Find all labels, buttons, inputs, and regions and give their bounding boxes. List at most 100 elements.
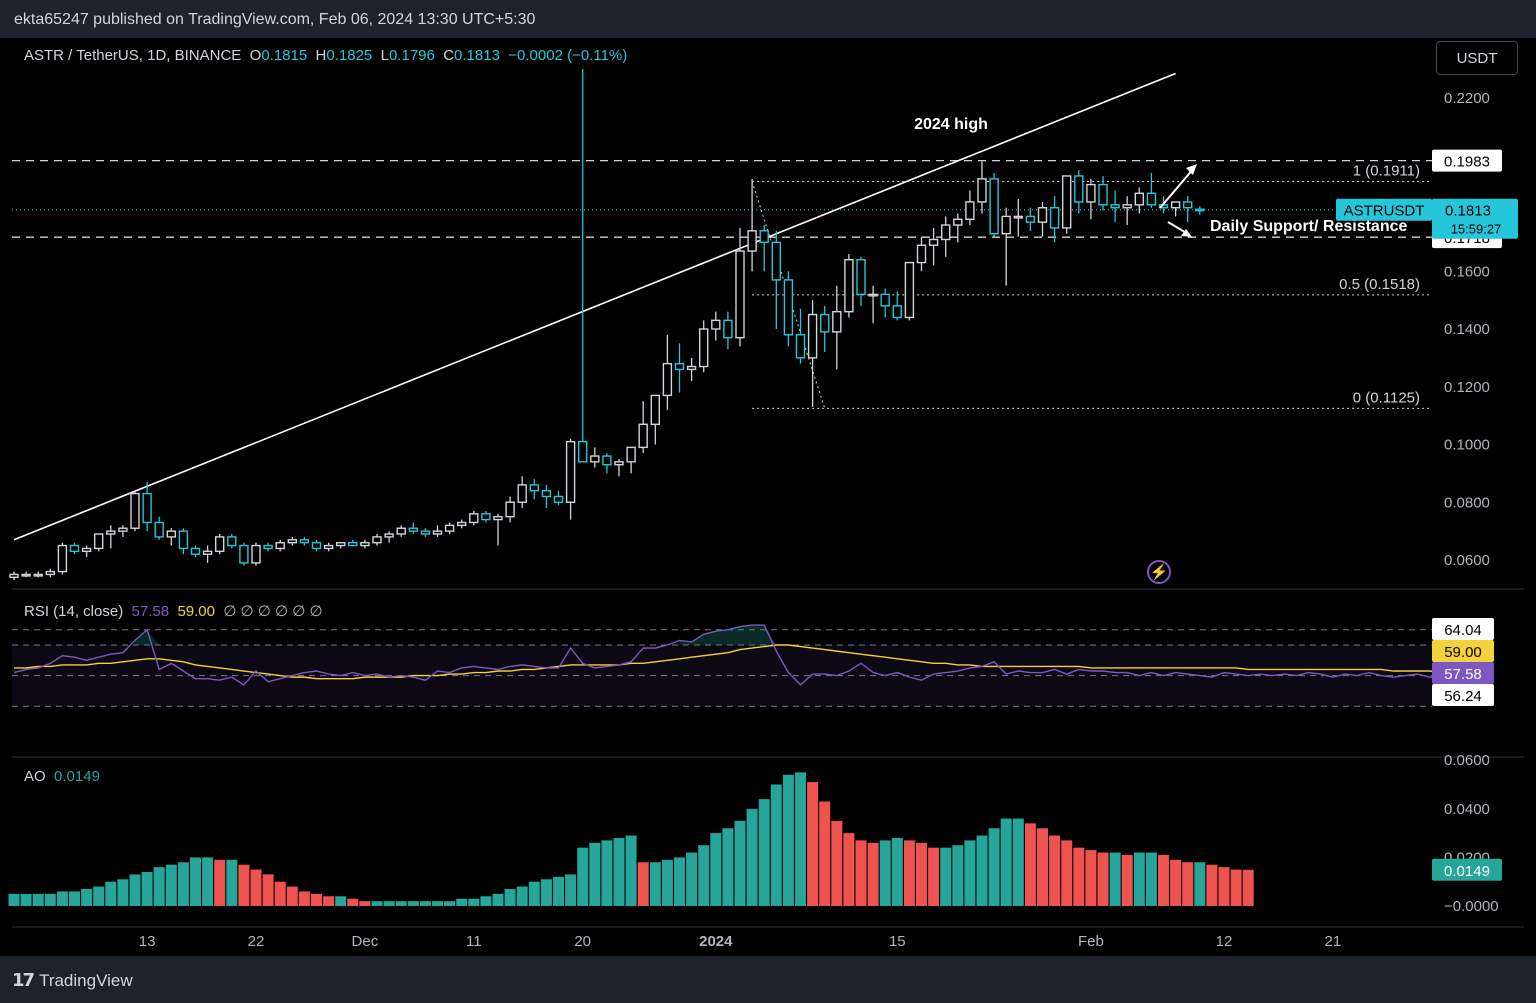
candle-body (989, 178, 999, 235)
ao-bar (419, 901, 431, 906)
candle-body (590, 455, 600, 463)
candle-body (1110, 204, 1120, 209)
ao-bar (782, 774, 794, 906)
candle-body (311, 541, 322, 550)
ao-bar (298, 891, 310, 906)
candle-body (323, 544, 334, 550)
rsi-value-tag (1432, 640, 1494, 662)
candle-body (9, 573, 19, 579)
ao-bar (577, 847, 589, 906)
ao-bar (226, 859, 238, 906)
ao-bar (625, 835, 637, 906)
candle-body (856, 259, 866, 296)
ao-bar (540, 879, 552, 906)
candle-body (1195, 208, 1205, 212)
ao-bar (177, 862, 189, 906)
ao-bar (940, 847, 952, 906)
candle-body (360, 541, 370, 547)
candle-body (106, 530, 116, 535)
ao-bar (867, 842, 879, 906)
ao-bar (661, 859, 673, 906)
ao-bar (153, 867, 165, 906)
candle-body (481, 513, 491, 521)
candle-body (33, 573, 43, 577)
rsi-value-tag (1432, 684, 1494, 706)
rsi-empty-values: ∅ ∅ ∅ ∅ ∅ ∅ (223, 603, 323, 620)
candle-body (469, 513, 479, 524)
ao-bar (371, 901, 383, 906)
ao-bar (165, 864, 177, 906)
ao-bar (1037, 828, 1048, 906)
ao-bar (129, 874, 141, 906)
fib-level-label: 1 (0.1911) (1353, 162, 1420, 179)
ao-bar (1206, 864, 1218, 906)
candle-body (747, 230, 757, 252)
candle-body (807, 313, 818, 359)
ao-bar (964, 840, 976, 906)
candle-body (1086, 183, 1096, 203)
arrow-up-head (1186, 164, 1197, 175)
candle-body (21, 573, 31, 577)
ao-bar (407, 901, 419, 906)
candle-body (1013, 215, 1023, 219)
ao-bar (1133, 852, 1145, 906)
candle-body (275, 541, 285, 550)
ao-bar (819, 801, 831, 906)
ao-bar (117, 879, 129, 906)
candle-body (408, 527, 418, 532)
ao-value: 0.0149 (54, 768, 100, 785)
ao-bar (504, 888, 516, 906)
ao-title[interactable]: AO (24, 768, 46, 785)
candle-body (699, 328, 709, 368)
candle-body (118, 527, 128, 532)
candle-body (662, 362, 673, 397)
x-tick-label: 15 (889, 933, 906, 950)
candle-body (202, 550, 213, 555)
candle-body (142, 492, 152, 524)
lightning-icon[interactable]: ⚡ (1147, 560, 1171, 584)
x-tick-label: 11 (466, 933, 482, 950)
level-price-text: 0.1983 (1444, 154, 1490, 171)
ao-bar (565, 874, 577, 906)
candle-body (759, 230, 769, 244)
ao-bar (444, 901, 456, 906)
ao-bar (1012, 818, 1024, 906)
x-tick-label: Dec (352, 933, 379, 950)
ao-y-tick: −0.0000 (1444, 898, 1499, 915)
candle-body (81, 547, 92, 553)
candle-body (517, 484, 527, 503)
candle-body (1134, 192, 1145, 206)
ao-bar (1182, 862, 1194, 906)
rsi-value: 57.58 (131, 603, 170, 620)
ao-bar (613, 837, 625, 906)
candle-body (844, 259, 854, 313)
candle-body (771, 241, 781, 281)
candle-body (686, 365, 697, 371)
candle-body (578, 440, 588, 463)
ao-bar (480, 896, 492, 906)
open-label: O (249, 47, 262, 64)
rsi-value-text: 57.58 (1444, 666, 1482, 683)
ao-bar (601, 840, 613, 906)
candle-body (674, 362, 685, 371)
currency-button[interactable]: USDT (1436, 41, 1518, 75)
ao-bar (1109, 852, 1121, 906)
ao-bar (516, 886, 528, 906)
annotation-2024-high: 2024 high (914, 116, 988, 133)
candle-body (432, 530, 443, 535)
ao-bar (831, 820, 843, 906)
rsi-title[interactable]: RSI (14, close) (24, 603, 124, 620)
arrow-up-line (1159, 167, 1195, 209)
candle-body (868, 293, 878, 297)
ao-bar (1145, 852, 1157, 906)
symbol-label[interactable]: ASTR / TetherUS, 1D, BINANCE (24, 47, 242, 64)
ao-bar (347, 898, 359, 906)
ao-bar (1158, 854, 1169, 906)
ao-bar (1049, 835, 1061, 906)
close-label: C (443, 47, 455, 64)
tradingview-logo[interactable]: 17 TradingView (12, 970, 133, 991)
ao-bar (734, 820, 746, 906)
candle-body (965, 201, 975, 220)
candle-body (214, 536, 225, 553)
